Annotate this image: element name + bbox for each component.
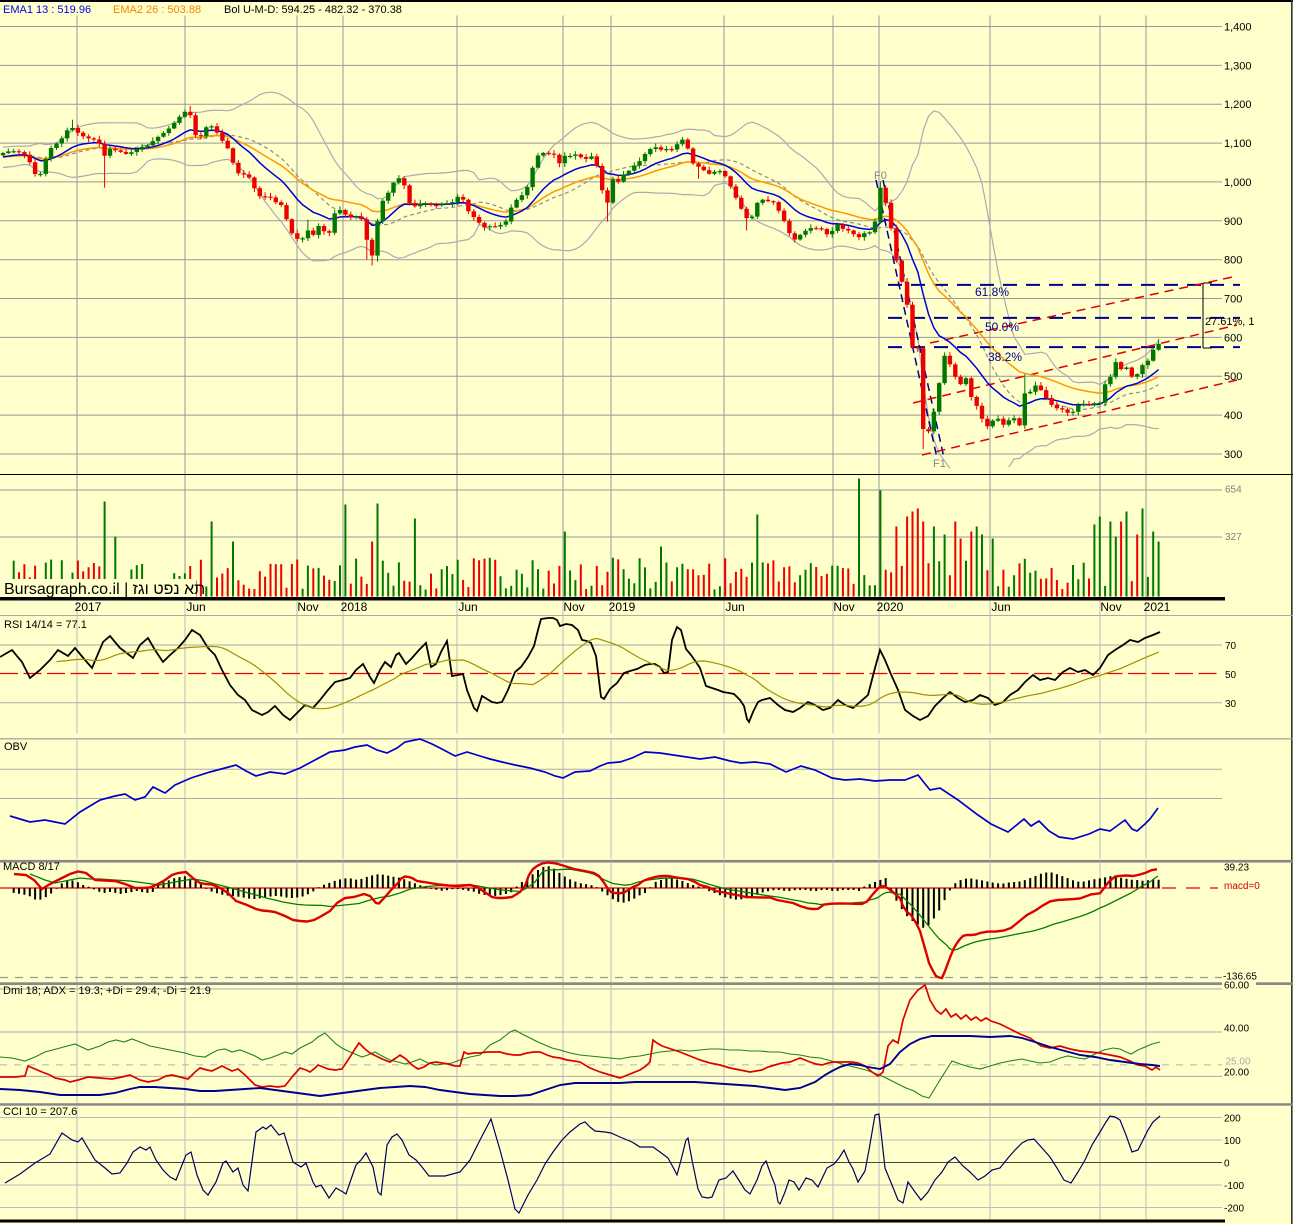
svg-text:900: 900 <box>1224 216 1242 228</box>
svg-text:Nov: Nov <box>1100 600 1121 614</box>
svg-text:-136.65: -136.65 <box>1223 972 1257 983</box>
svg-text:1,100: 1,100 <box>1224 138 1252 150</box>
svg-text:1,000: 1,000 <box>1224 177 1252 189</box>
svg-text:61.8%: 61.8% <box>975 285 1009 299</box>
svg-text:654: 654 <box>1225 485 1242 496</box>
svg-text:Nov: Nov <box>563 600 584 614</box>
svg-text:25.00: 25.00 <box>1226 1057 1251 1068</box>
svg-text:2020: 2020 <box>877 600 904 614</box>
svg-text:700: 700 <box>1224 294 1242 306</box>
svg-text:200: 200 <box>1224 1114 1241 1125</box>
svg-text:38.2%: 38.2% <box>988 350 1022 364</box>
svg-text:Jun: Jun <box>725 600 744 614</box>
svg-text:Bursagraph.co.il | תא נפט וגז: Bursagraph.co.il | תא נפט וגז <box>4 581 205 598</box>
svg-text:39.23: 39.23 <box>1224 863 1249 874</box>
svg-text:27.61%, 1: 27.61%, 1 <box>1205 316 1255 328</box>
svg-text:F0: F0 <box>874 170 887 182</box>
svg-text:300: 300 <box>1224 449 1242 461</box>
svg-text:400: 400 <box>1224 410 1242 422</box>
svg-text:100: 100 <box>1224 1136 1241 1147</box>
svg-text:2018: 2018 <box>341 600 368 614</box>
svg-text:Nov: Nov <box>297 600 318 614</box>
svg-text:Jun: Jun <box>458 600 477 614</box>
svg-text:20.00: 20.00 <box>1224 1068 1249 1079</box>
svg-text:-100: -100 <box>1224 1181 1244 1192</box>
svg-text:F1: F1 <box>933 458 946 470</box>
svg-text:50.0%: 50.0% <box>985 320 1019 334</box>
svg-text:500: 500 <box>1224 371 1242 383</box>
svg-text:RSI 14/14 = 77.1: RSI 14/14 = 77.1 <box>4 619 87 631</box>
svg-text:Jun: Jun <box>186 600 205 614</box>
svg-text:Bol U-M-D: 594.25 - 482.32 - 3: Bol U-M-D: 594.25 - 482.32 - 370.38 <box>224 4 402 16</box>
svg-text:0: 0 <box>1224 1159 1230 1170</box>
svg-text:60.00: 60.00 <box>1224 981 1249 992</box>
svg-text:EMA2 26 : 503.88: EMA2 26 : 503.88 <box>113 4 201 16</box>
svg-text:30: 30 <box>1225 699 1237 710</box>
svg-text:-200: -200 <box>1224 1204 1244 1215</box>
svg-text:40.00: 40.00 <box>1224 1024 1249 1035</box>
svg-text:1,400: 1,400 <box>1224 22 1252 34</box>
svg-text:1,200: 1,200 <box>1224 99 1252 111</box>
svg-text:1,300: 1,300 <box>1224 60 1252 72</box>
svg-text:macd=0: macd=0 <box>1224 881 1260 892</box>
svg-text:2019: 2019 <box>609 600 636 614</box>
svg-text:327: 327 <box>1225 532 1242 543</box>
svg-text:Jun: Jun <box>991 600 1010 614</box>
svg-text:OBV: OBV <box>4 741 28 753</box>
svg-text:Dmi 18; ADX = 19.3; +Di = 29.4: Dmi 18; ADX = 19.3; +Di = 29.4; -Di = 21… <box>3 985 211 997</box>
svg-text:70: 70 <box>1225 641 1237 652</box>
svg-text:CCI 10 = 207.6: CCI 10 = 207.6 <box>3 1106 77 1118</box>
svg-text:600: 600 <box>1224 332 1242 344</box>
svg-text:2017: 2017 <box>75 600 102 614</box>
svg-text:Nov: Nov <box>833 600 854 614</box>
svg-text:EMA1 13 : 519.96: EMA1 13 : 519.96 <box>3 4 91 16</box>
svg-text:50: 50 <box>1225 670 1237 681</box>
svg-text:2021: 2021 <box>1144 600 1171 614</box>
svg-text:MACD 8/17: MACD 8/17 <box>3 861 60 873</box>
svg-text:800: 800 <box>1224 255 1242 267</box>
